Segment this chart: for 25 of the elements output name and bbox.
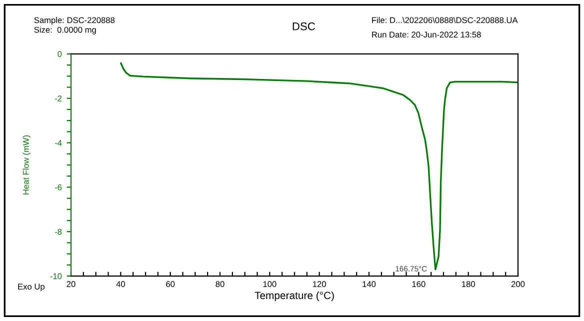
line-series bbox=[120, 62, 518, 270]
x-axis-title: Temperature (°C) bbox=[254, 291, 334, 302]
y-tick-label: 0 bbox=[58, 51, 62, 58]
text: Exo Up bbox=[18, 284, 44, 292]
x-tick-label: 40 bbox=[116, 281, 125, 288]
x-tick-label: 140 bbox=[362, 281, 376, 288]
x-tick-label: 200 bbox=[511, 281, 525, 288]
y-tick-label: -8 bbox=[54, 228, 62, 235]
y-tick-label: -4 bbox=[54, 140, 62, 146]
y-tick-label: -10 bbox=[50, 273, 62, 280]
x-tick-label: 20 bbox=[66, 281, 76, 288]
x-tick-label: 160 bbox=[412, 281, 426, 288]
x-tick-label: 100 bbox=[263, 281, 276, 288]
text: Sample: DSC-220888 bbox=[34, 16, 115, 25]
x-tick-label: 120 bbox=[313, 281, 326, 288]
text: File: D...\202206\0888\DSC-220888.UA bbox=[372, 16, 518, 24]
x-tick-label: 60 bbox=[166, 281, 175, 288]
text: Run Date: 20-Jun-2022 13:58 bbox=[372, 32, 481, 38]
y-tick-label: -2 bbox=[54, 96, 62, 102]
x-tick-label: 80 bbox=[216, 281, 224, 288]
chart-title: DSC bbox=[292, 22, 315, 30]
y-axis-title: Heat Flow (mW) bbox=[22, 135, 30, 194]
y-tick-label: -6 bbox=[54, 184, 62, 190]
text: Size: 0.0000 mg bbox=[34, 26, 96, 34]
x-tick-label: 180 bbox=[462, 281, 475, 288]
